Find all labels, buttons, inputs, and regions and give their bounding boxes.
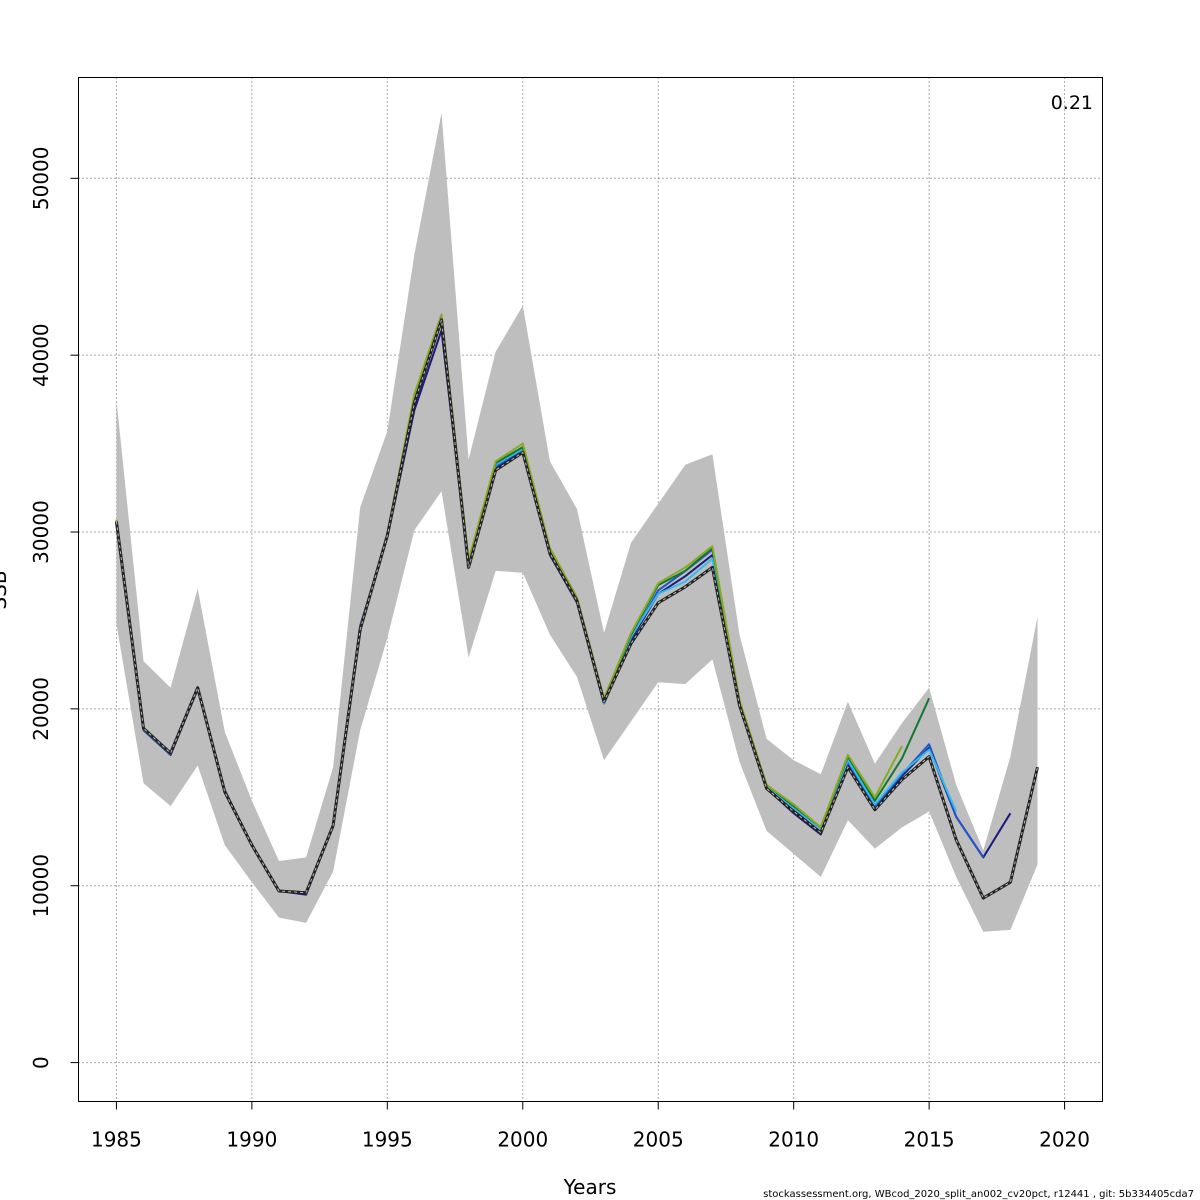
x-tick-label: 2000 [497, 1128, 548, 1152]
x-tick-label: 1985 [91, 1128, 142, 1152]
y-tick-label: 50000 [29, 146, 53, 210]
footer-credit: stockassessment.org, WBcod_2020_split_an… [763, 1189, 1194, 1200]
y-tick-label: 30000 [29, 500, 53, 564]
x-tick-label: 2005 [633, 1128, 684, 1152]
x-tick-label: 2020 [1039, 1128, 1090, 1152]
y-tick-label: 10000 [29, 854, 53, 918]
y-tick-label: 20000 [29, 677, 53, 741]
y-tick-label: 40000 [29, 323, 53, 387]
series-layer [114, 313, 1039, 900]
x-axis-title: Years [563, 1175, 617, 1199]
corner-annotation: 0.21 [1051, 92, 1093, 114]
axes: 1985 1990 1995 2000 2005 2010 2015 2020 0 10000 20… [29, 146, 1090, 1151]
x-tick-label: 2015 [904, 1128, 955, 1152]
x-tick-label: 1995 [362, 1128, 413, 1152]
x-tick-label: 1990 [226, 1128, 277, 1152]
series-line-base [114, 318, 1039, 900]
plot-frame [78, 77, 1103, 1102]
y-axis-title: SSB [0, 570, 11, 609]
y-tick-label: 0 [29, 1056, 53, 1069]
x-tick-label: 2010 [768, 1128, 819, 1152]
